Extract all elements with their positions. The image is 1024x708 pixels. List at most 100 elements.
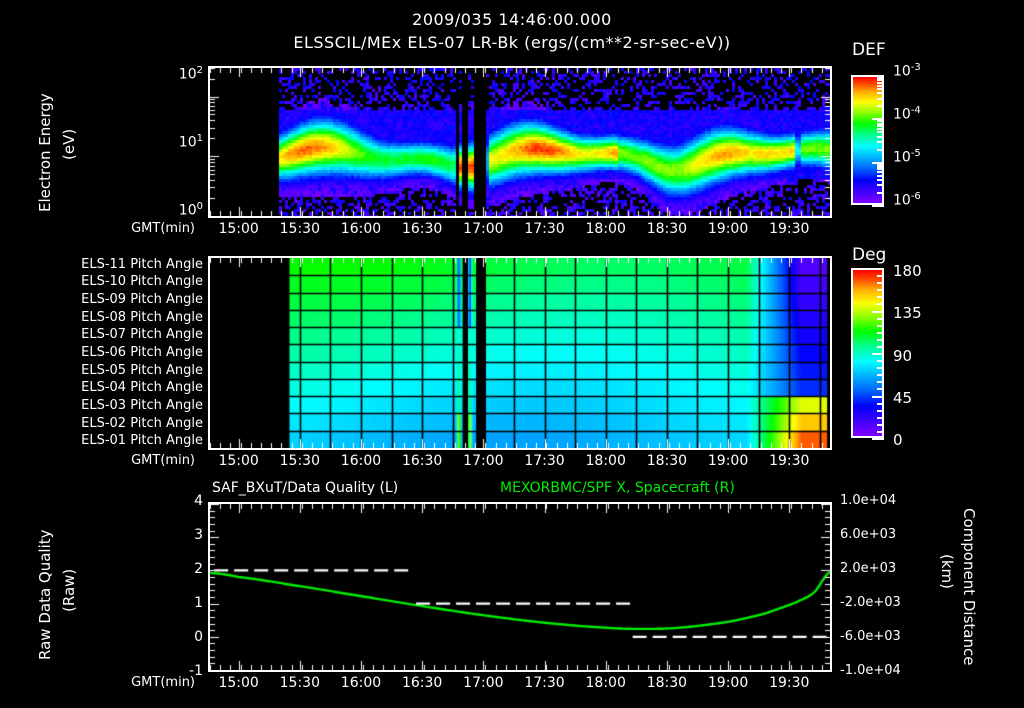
bottom-panel-right-title: MEXORBMC/SPF X, Spacecraft (R): [500, 480, 735, 496]
bottom-right-ytick-1: 6.0e+03: [840, 527, 897, 542]
def-colorbar-tick: [877, 120, 884, 122]
bot-xtick-1: 15:30: [279, 675, 320, 691]
deg-colorbar-tick: [877, 424, 884, 426]
deg-colorbar-tick: [877, 381, 884, 383]
deg-label-180: 180: [893, 262, 922, 280]
def-colorbar-tick: [877, 105, 884, 107]
deg-colorbar-tick: [877, 296, 884, 298]
bottom-right-ytick-2: 2.0e+03: [840, 561, 897, 576]
deg-colorbar-tick: [877, 289, 884, 291]
pitch-angle-row-label-10: ELS-01 Pitch Angle: [81, 433, 203, 449]
mid-panel-xlabel: GMT(min): [131, 453, 195, 468]
deg-colorbar-tick: [877, 339, 884, 341]
data-quality-distance-panel[interactable]: [208, 502, 832, 672]
deg-colorbar-tick: [877, 325, 884, 327]
top-xtick-5: 17:30: [524, 221, 565, 237]
bot-xtick-7: 18:30: [646, 675, 688, 691]
mid-xtick-6: 18:00: [585, 453, 626, 469]
deg-colorbar-tick: [872, 438, 884, 440]
deg-colorbar-tick: [877, 431, 884, 433]
deg-colorbar-tick: [877, 332, 884, 334]
deg-colorbar-tick: [877, 374, 884, 376]
electron-energy-spectrogram-panel[interactable]: [208, 66, 832, 218]
def-colorbar-tick: [877, 136, 884, 138]
bottom-panel-right-ylabel-text: Component Distance: [960, 508, 978, 666]
def-colorbar-tick: [877, 166, 884, 168]
def-colorbar-tick: [877, 192, 884, 194]
bottom-panel-ylabel-units-text: (Raw): [60, 568, 78, 612]
bottom-panel-right-ylabel-units-text: (km): [938, 554, 956, 590]
def-colorbar-tick: [877, 149, 884, 151]
pitch-angle-panel[interactable]: [208, 256, 832, 450]
def-label-1e-5: 10-5: [893, 148, 921, 166]
mid-xtick-4: 17:00: [463, 453, 504, 469]
deg-label-45: 45: [893, 389, 913, 407]
pitch-angle-row-label-3: ELS-08 Pitch Angle: [81, 309, 203, 325]
pitch-angle-row-label-5: ELS-06 Pitch Angle: [81, 345, 203, 360]
deg-colorbar-tick: [872, 396, 884, 398]
pitch-angle-row-label-0: ELS-11 Pitch Angle: [81, 256, 203, 272]
pitch-angle-row-label-1: ELS-10 Pitch Angle: [81, 274, 203, 290]
bottom-panel-right-ylabel: Component Distance: [960, 508, 978, 665]
bot-xtick-5: 17:30: [524, 675, 565, 691]
data-quality-canvas: [210, 504, 830, 670]
bottom-panel-ylabel-text: Raw Data Quality: [36, 529, 54, 660]
def-colorbar-tick: [877, 141, 884, 143]
top-xtick-8: 19:00: [707, 221, 749, 237]
deg-colorbar-tick: [877, 388, 884, 390]
pitch-angle-row-label-9: ELS-02 Pitch Angle: [81, 415, 203, 431]
mid-xtick-7: 18:30: [646, 453, 688, 469]
def-colorbar-tick: [877, 131, 884, 133]
def-colorbar-tick: [877, 168, 884, 170]
deg-label-90: 90: [893, 347, 913, 365]
top-xtick-7: 18:30: [646, 221, 688, 237]
top-panel-xlabel: GMT(min): [131, 221, 195, 236]
mid-xtick-9: 19:30: [769, 453, 810, 469]
top-panel-ylabel-text: Electron Energy: [36, 93, 54, 212]
def-label-1e-6: 10-6: [893, 191, 921, 209]
def-colorbar-tick: [877, 171, 884, 173]
bottom-panel-xlabel: GMT(min): [131, 675, 195, 690]
deg-colorbar-tick: [877, 303, 884, 305]
deg-colorbar-tick: [877, 346, 884, 348]
top-xtick-0: 15:00: [218, 221, 259, 237]
top-xtick-3: 16:30: [401, 221, 443, 237]
pitch-angle-canvas: [210, 258, 830, 448]
bot-xtick-2: 16:00: [340, 675, 382, 691]
bottom-right-ytick-0: 1.0e+04: [840, 493, 897, 508]
bottom-right-ytick-5: -1.0e+04: [840, 663, 901, 678]
top-ytick-1e2: 102: [178, 65, 203, 83]
deg-colorbar-tick: [872, 353, 884, 355]
bottom-panel-left-title: SAF_BXuT/Data Quality (L): [212, 480, 399, 496]
def-label-1e-4: 10-4: [893, 105, 921, 123]
spectrogram-canvas: [210, 68, 830, 216]
deg-label-0: 0: [893, 431, 903, 449]
pitch-angle-row-label-6: ELS-05 Pitch Angle: [81, 362, 203, 378]
bottom-left-ytick-2: 2: [194, 561, 203, 577]
pitch-angle-row-label-8: ELS-03 Pitch Angle: [81, 397, 203, 413]
def-colorbar-tick: [872, 75, 884, 77]
deg-colorbar-tick: [877, 318, 884, 320]
def-colorbar[interactable]: [851, 75, 884, 205]
def-colorbar-tick: [877, 164, 884, 166]
mid-xtick-1: 15:30: [279, 453, 320, 469]
def-colorbar-tick: [877, 175, 884, 177]
deg-colorbar-tick: [877, 417, 884, 419]
def-colorbar-tick: [877, 123, 884, 125]
mid-xtick-2: 16:00: [340, 453, 382, 469]
bottom-left-ytick-3: 1: [194, 595, 203, 611]
def-colorbar-tick: [877, 77, 884, 79]
deg-colorbar-tick: [877, 275, 884, 277]
mid-xtick-0: 15:00: [218, 453, 259, 469]
bottom-panel-ylabel-units: (Raw): [60, 569, 78, 612]
mid-xtick-5: 17:30: [524, 453, 565, 469]
bot-xtick-0: 15:00: [218, 675, 259, 691]
deg-colorbar-tick: [877, 403, 884, 405]
mid-xtick-8: 19:00: [707, 453, 749, 469]
mid-xtick-3: 16:30: [401, 453, 443, 469]
def-colorbar-tick: [877, 125, 884, 127]
top-xtick-1: 15:30: [279, 221, 320, 237]
deg-colorbar-tick: [877, 410, 884, 412]
pitch-angle-row-label-7: ELS-04 Pitch Angle: [81, 380, 203, 396]
bottom-left-ytick-0: 4: [194, 493, 203, 509]
